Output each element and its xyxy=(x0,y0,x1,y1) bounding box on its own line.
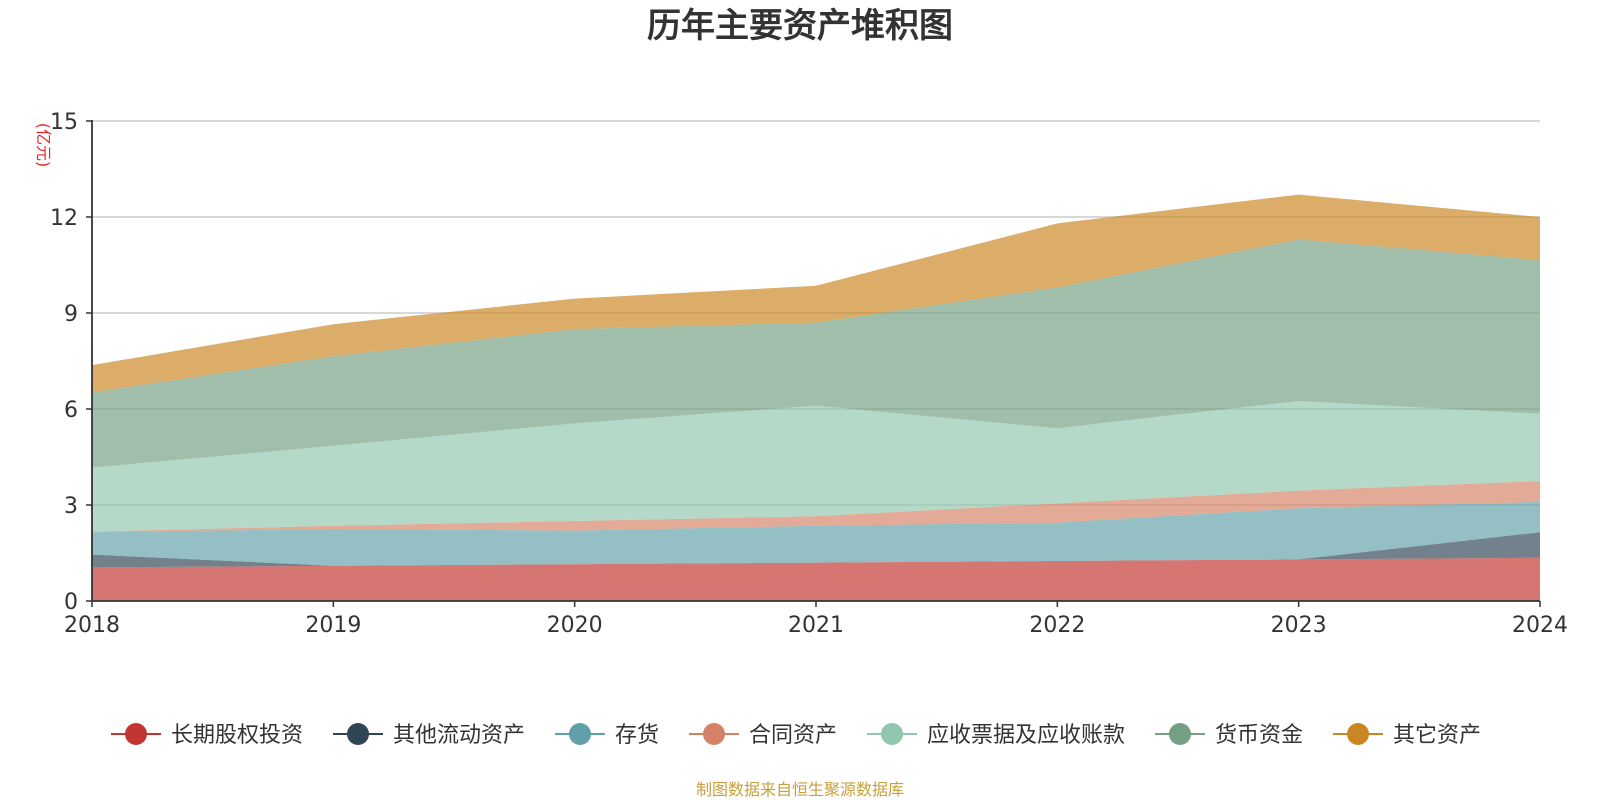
x-tick-label: 2019 xyxy=(305,613,361,638)
y-tick-label: 15 xyxy=(50,110,78,135)
y-axis-unit-label: (亿元) xyxy=(34,123,53,168)
x-tick-label: 2023 xyxy=(1271,613,1327,638)
legend-label: 应收票据及应收账款 xyxy=(927,723,1125,748)
legend-marker xyxy=(1169,723,1191,745)
area-2 xyxy=(92,501,1540,566)
legend-marker xyxy=(1347,723,1369,745)
x-tick-label: 2020 xyxy=(547,613,603,638)
legend-item-3[interactable]: 合同资产 xyxy=(689,723,837,748)
x-tick-label: 2022 xyxy=(1029,613,1085,638)
legend-label: 货币资金 xyxy=(1215,723,1303,748)
y-tick-label: 9 xyxy=(64,302,78,327)
x-tick-label: 2024 xyxy=(1512,613,1568,638)
x-tick-label: 2018 xyxy=(64,613,120,638)
legend-label: 存货 xyxy=(615,723,659,748)
legend-label: 合同资产 xyxy=(749,723,837,748)
legend-marker xyxy=(703,723,725,745)
y-tick-label: 12 xyxy=(50,206,78,231)
area-4 xyxy=(92,401,1540,532)
area-5 xyxy=(92,239,1540,468)
legend-marker xyxy=(125,723,147,745)
x-tick-label: 2021 xyxy=(788,613,844,638)
legend-marker xyxy=(569,723,591,745)
y-tick-label: 3 xyxy=(64,494,78,519)
area-1 xyxy=(92,532,1540,568)
legend-label: 长期股权投资 xyxy=(171,723,303,748)
legend-item-0[interactable]: 长期股权投资 xyxy=(111,723,303,748)
legend-item-4[interactable]: 应收票据及应收账款 xyxy=(867,723,1125,748)
legend-item-5[interactable]: 货币资金 xyxy=(1155,723,1303,748)
area-series xyxy=(92,194,1540,601)
legend-marker xyxy=(881,723,903,745)
axes: 0 3 6 9 12 15 2018 2019 2020 2021 2022 2023 2024 xyxy=(50,110,1568,638)
legend-label: 其他流动资产 xyxy=(393,723,525,748)
legend-item-2[interactable]: 存货 xyxy=(555,723,659,748)
y-tick-label: 6 xyxy=(64,398,78,423)
area-3 xyxy=(92,481,1540,533)
legend-item-1[interactable]: 其他流动资产 xyxy=(333,723,525,748)
legend-marker xyxy=(347,723,369,745)
source-note: 制图数据来自恒生聚源数据库 xyxy=(696,780,904,799)
area-0 xyxy=(92,557,1540,601)
y-tick-label: 0 xyxy=(64,590,78,615)
legend-label: 其它资产 xyxy=(1393,723,1481,748)
area-6 xyxy=(92,194,1540,393)
legend-item-6[interactable]: 其它资产 xyxy=(1333,723,1481,748)
chart-title: 历年主要资产堆积图 xyxy=(647,6,953,46)
legend[interactable]: 长期股权投资 其他流动资产 存货 合同资产 应收票据及应收账款 货币资金 其它资产 xyxy=(111,723,1481,748)
